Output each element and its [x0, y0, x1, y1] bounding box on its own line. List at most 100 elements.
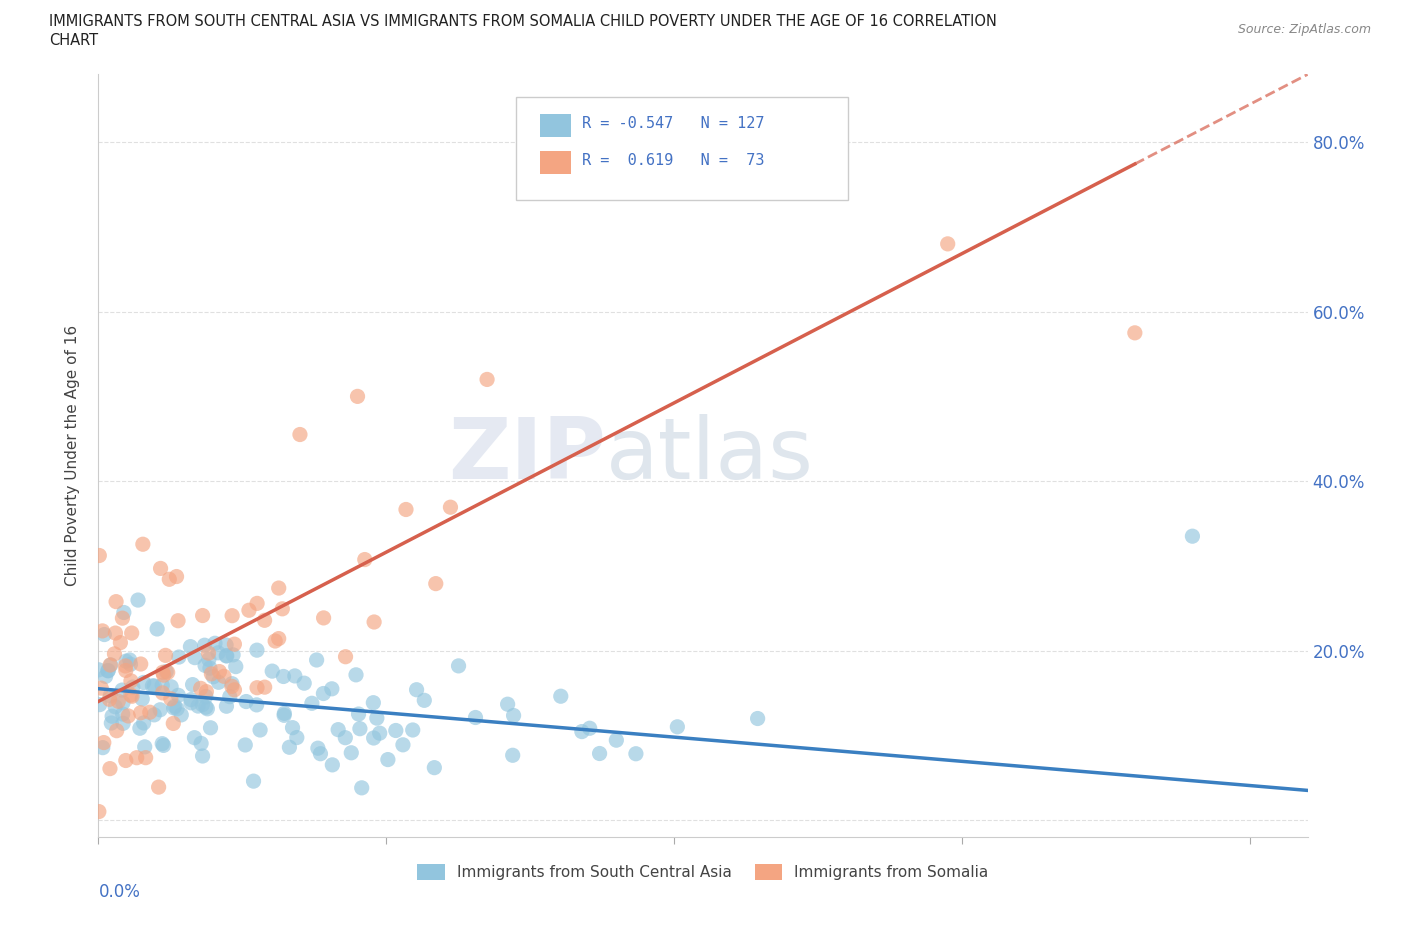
Point — [215, 698, 238, 713]
Point — [246, 698, 269, 712]
Point — [146, 621, 169, 636]
Point — [128, 721, 150, 736]
Point — [344, 668, 367, 683]
Point — [198, 660, 221, 675]
Point — [198, 652, 221, 667]
Point — [150, 737, 173, 751]
Point — [335, 649, 357, 664]
Point — [385, 723, 408, 737]
Point — [141, 678, 163, 693]
Point — [747, 711, 769, 726]
Point — [105, 724, 128, 738]
Point — [135, 751, 157, 765]
Point — [350, 780, 373, 795]
Text: atlas: atlas — [606, 414, 814, 498]
Point — [253, 680, 276, 695]
Text: IMMIGRANTS FROM SOUTH CENTRAL ASIA VS IMMIGRANTS FROM SOMALIA CHILD POVERTY UNDE: IMMIGRANTS FROM SOUTH CENTRAL ASIA VS IM… — [49, 14, 997, 29]
Point — [202, 670, 225, 684]
Point — [273, 708, 295, 723]
Point — [307, 741, 329, 756]
Point — [167, 613, 190, 628]
Point — [475, 372, 498, 387]
Point — [207, 645, 229, 660]
Point — [149, 561, 172, 576]
Point — [1123, 326, 1146, 340]
Point — [496, 697, 519, 711]
Point — [253, 613, 276, 628]
Point — [121, 680, 143, 695]
Point — [97, 663, 120, 678]
Point — [90, 681, 112, 696]
Point — [104, 699, 127, 714]
Point — [1181, 529, 1204, 544]
Point — [121, 689, 143, 704]
Point — [224, 683, 246, 698]
Point — [207, 675, 229, 690]
Point — [150, 678, 173, 693]
Point — [152, 685, 174, 700]
Point — [98, 692, 121, 707]
Point — [340, 745, 363, 760]
Point — [262, 664, 284, 679]
Point — [162, 716, 184, 731]
Point — [114, 663, 136, 678]
Point — [89, 698, 111, 712]
Point — [111, 696, 134, 711]
Point — [221, 676, 243, 691]
Point — [309, 746, 332, 761]
Point — [197, 645, 219, 660]
Point — [353, 552, 375, 567]
Point — [439, 499, 461, 514]
Point — [155, 664, 177, 679]
Point — [413, 693, 436, 708]
Point — [368, 725, 391, 740]
Point — [395, 502, 418, 517]
Point — [180, 692, 202, 707]
Point — [224, 637, 246, 652]
Point — [179, 639, 201, 654]
Text: ZIP: ZIP — [449, 414, 606, 498]
Point — [267, 631, 290, 646]
Point — [100, 658, 122, 672]
Point — [191, 698, 214, 712]
Point — [447, 658, 470, 673]
Point — [132, 715, 155, 730]
Point — [200, 721, 222, 736]
Point — [98, 688, 121, 703]
Point — [87, 662, 110, 677]
Point — [98, 658, 121, 672]
Text: CHART: CHART — [49, 33, 98, 47]
Point — [402, 723, 425, 737]
Legend: Immigrants from South Central Asia, Immigrants from Somalia: Immigrants from South Central Asia, Immi… — [411, 857, 995, 886]
Point — [115, 654, 138, 669]
Point — [187, 698, 209, 713]
Point — [285, 730, 308, 745]
Text: R = -0.547   N = 127: R = -0.547 N = 127 — [582, 116, 765, 131]
Point — [605, 733, 627, 748]
Point — [194, 699, 217, 714]
Point — [588, 746, 610, 761]
Point — [125, 751, 148, 765]
Point — [183, 730, 205, 745]
Point — [120, 657, 142, 671]
Point — [111, 683, 134, 698]
Point — [193, 638, 215, 653]
Point — [131, 692, 153, 707]
Point — [267, 580, 290, 595]
Point — [218, 689, 240, 704]
Point — [292, 676, 315, 691]
Point — [180, 696, 202, 711]
Point — [118, 653, 141, 668]
Point — [120, 687, 142, 702]
Point — [363, 696, 385, 711]
Point — [405, 683, 427, 698]
Point — [143, 679, 166, 694]
Point — [578, 721, 600, 736]
Point — [167, 650, 190, 665]
FancyBboxPatch shape — [516, 98, 848, 200]
Point — [114, 753, 136, 768]
Point — [100, 715, 122, 730]
Point — [98, 761, 121, 776]
Point — [363, 731, 385, 746]
Point — [157, 572, 180, 587]
